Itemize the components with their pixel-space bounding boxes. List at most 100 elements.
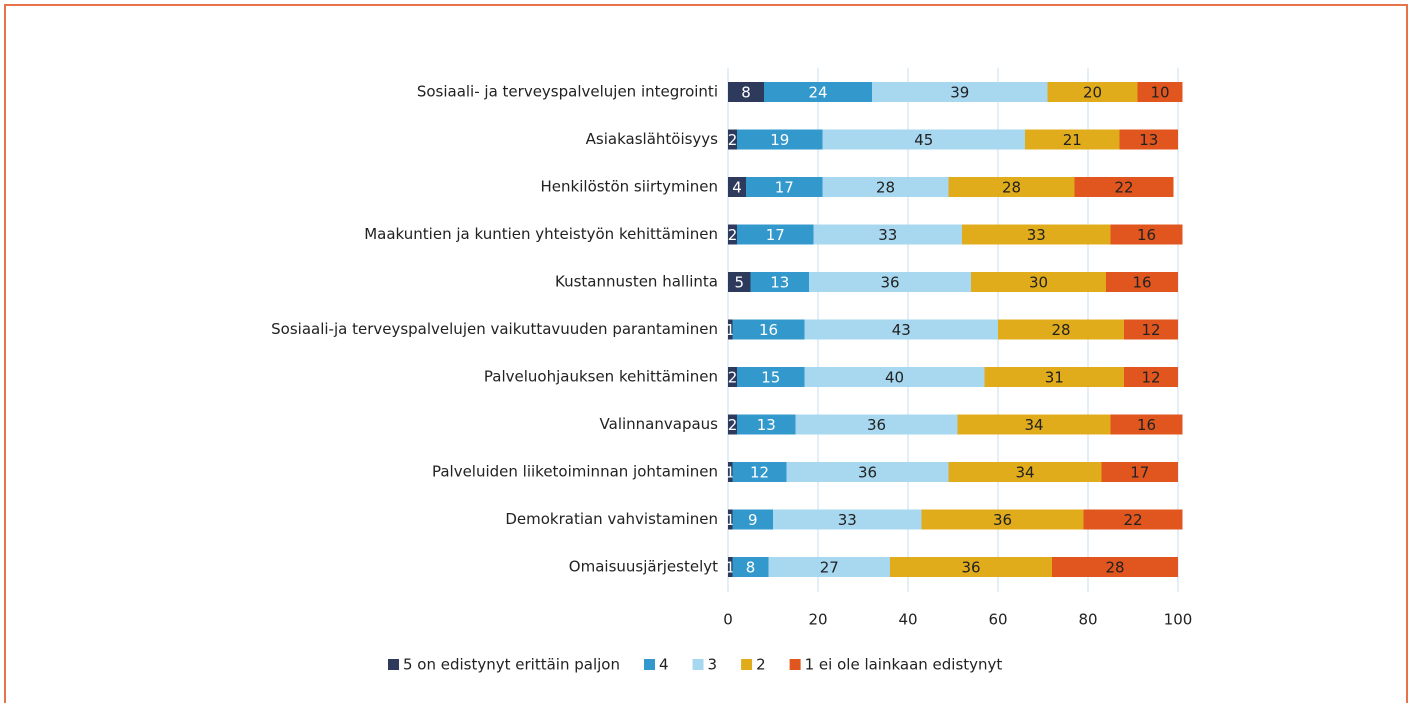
y-tick-label: Maakuntien ja kuntien yhteistyön kehittä…	[364, 225, 718, 243]
x-tick-label: 40	[898, 611, 917, 629]
data-label: 12	[1141, 321, 1160, 339]
x-tick-label: 0	[723, 611, 733, 629]
data-label: 2	[728, 369, 738, 387]
bar-segment	[804, 367, 985, 387]
data-label: 36	[880, 274, 899, 292]
bar-segment	[728, 177, 746, 197]
y-tick-label: Asiakaslähtöisyys	[586, 130, 719, 148]
data-label: 1	[725, 511, 735, 529]
y-tick-label: Sosiaali- ja terveyspalvelujen integroin…	[417, 83, 718, 101]
x-tick-label: 100	[1164, 611, 1193, 629]
bar-segment	[732, 462, 787, 482]
data-label: 2	[728, 131, 738, 149]
bar-segment	[1110, 224, 1183, 245]
bar-segment	[750, 272, 809, 292]
bar-segment	[804, 319, 998, 340]
data-label: 33	[878, 226, 897, 244]
bar-segment	[768, 557, 890, 577]
data-label: 28	[1105, 559, 1124, 577]
bar-segment	[998, 319, 1124, 340]
x-tick-label: 60	[988, 611, 1007, 629]
bar-segment	[1119, 129, 1178, 150]
legend-swatch	[741, 659, 753, 670]
bar-segment	[728, 319, 733, 340]
data-label: 1	[725, 464, 735, 482]
data-label: 45	[914, 131, 933, 149]
data-label: 31	[1045, 369, 1064, 387]
legend-swatch	[692, 659, 704, 670]
bar-segment	[813, 224, 962, 245]
y-tick-label: Valinnanvapaus	[600, 415, 719, 433]
bar-segment	[1047, 82, 1138, 102]
data-label: 12	[1141, 369, 1160, 387]
bar-segment	[962, 224, 1111, 245]
data-label: 12	[750, 464, 769, 482]
bar-segment	[1101, 462, 1178, 482]
data-label: 17	[766, 226, 785, 244]
bar-segment	[948, 462, 1102, 482]
bar-segment	[822, 129, 1025, 150]
data-label: 22	[1114, 179, 1133, 197]
bar-segment	[773, 509, 922, 530]
bar-segment	[728, 462, 733, 482]
y-tick-label: Palveluiden liiketoiminnan johtaminen	[432, 463, 718, 481]
data-label: 16	[1132, 274, 1151, 292]
bar-segment	[728, 509, 733, 530]
bar-segment	[1052, 557, 1178, 577]
y-tick-label: Demokratian vahvistaminen	[505, 510, 718, 528]
legend-label: 4	[659, 656, 669, 674]
legend-swatch	[789, 659, 801, 670]
data-label: 22	[1123, 511, 1142, 529]
bar-segment	[1124, 367, 1178, 387]
data-label: 8	[746, 559, 756, 577]
data-label: 28	[876, 179, 895, 197]
bar-segment	[1137, 82, 1183, 102]
bar-segment	[872, 82, 1048, 102]
bar-segment	[795, 414, 958, 435]
y-tick-label: Kustannusten hallinta	[555, 273, 718, 291]
bar-segment	[921, 509, 1084, 530]
bar-segment	[728, 414, 737, 435]
y-tick-label: Omaisuusjärjestelyt	[569, 558, 718, 576]
bar-segment	[728, 367, 737, 387]
legend-label: 3	[708, 656, 718, 674]
bar-segment	[822, 177, 949, 197]
bar-segment	[971, 272, 1106, 292]
y-tick-label: Sosiaali-ja terveyspalvelujen vaikuttavu…	[271, 320, 718, 338]
bar-segment	[728, 129, 737, 150]
data-label: 17	[775, 179, 794, 197]
y-tick-label: Palveluohjauksen kehittäminen	[484, 368, 718, 386]
data-label: 1	[725, 559, 735, 577]
bar-segment	[732, 557, 769, 577]
data-label: 13	[1139, 131, 1158, 149]
bar-segment	[732, 319, 805, 340]
legend-label: 2	[756, 656, 766, 674]
frame	[4, 4, 1408, 703]
bar-segment	[984, 367, 1124, 387]
data-label: 30	[1029, 274, 1048, 292]
data-label: 16	[1137, 226, 1156, 244]
data-label: 4	[732, 179, 742, 197]
data-label: 28	[1002, 179, 1021, 197]
data-label: 28	[1051, 321, 1070, 339]
bar-segment	[728, 82, 764, 102]
bar-segment	[728, 557, 733, 577]
bar-segment	[764, 82, 872, 102]
bar-segment	[746, 177, 823, 197]
bar-segment	[890, 557, 1052, 577]
bar-segment	[957, 414, 1111, 435]
data-label: 34	[1015, 464, 1034, 482]
data-label: 39	[950, 84, 969, 102]
bar-segment	[1025, 129, 1120, 150]
legend-label: 1 ei ole lainkaan edistynyt	[805, 656, 1003, 674]
data-label: 36	[961, 559, 980, 577]
data-label: 34	[1024, 416, 1043, 434]
bar-segment	[737, 367, 805, 387]
data-label: 21	[1063, 131, 1082, 149]
bar-segment	[809, 272, 971, 292]
data-label: 8	[741, 84, 751, 102]
data-label: 36	[993, 511, 1012, 529]
data-label: 5	[734, 274, 744, 292]
data-label: 13	[770, 274, 789, 292]
bar-segment	[1110, 414, 1183, 435]
